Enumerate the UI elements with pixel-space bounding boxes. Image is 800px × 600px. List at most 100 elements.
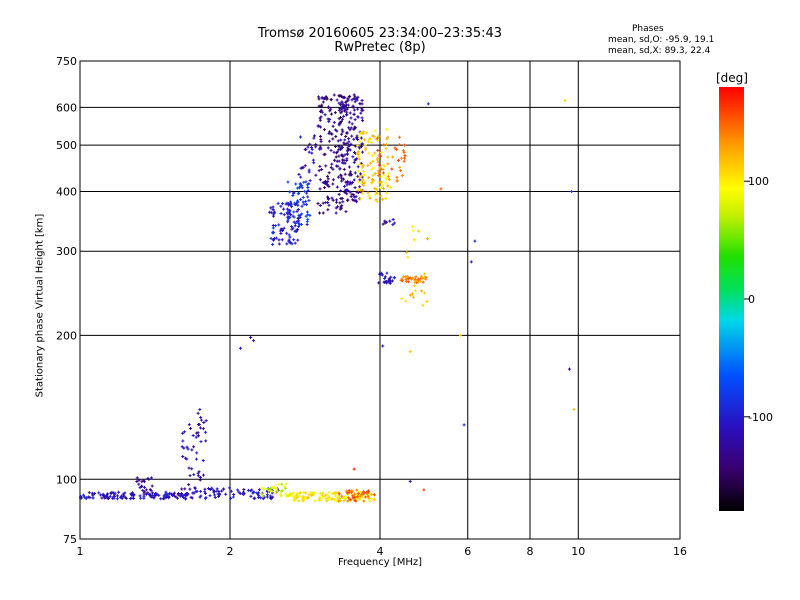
data-point bbox=[298, 216, 302, 220]
data-point bbox=[298, 222, 302, 226]
data-point bbox=[129, 493, 133, 497]
data-point bbox=[387, 178, 391, 182]
data-point bbox=[358, 490, 362, 494]
data-point bbox=[370, 493, 374, 497]
data-point bbox=[204, 496, 208, 500]
y-tick-label: 400 bbox=[56, 185, 77, 198]
data-point bbox=[190, 496, 194, 500]
data-point bbox=[373, 129, 377, 133]
data-point bbox=[380, 273, 384, 277]
data-point bbox=[271, 208, 275, 212]
data-point bbox=[320, 103, 324, 107]
data-point bbox=[292, 191, 296, 195]
data-point bbox=[386, 184, 390, 188]
data-point bbox=[346, 180, 350, 184]
data-point bbox=[368, 196, 372, 200]
data-point bbox=[332, 120, 336, 124]
data-point bbox=[337, 108, 341, 112]
data-point bbox=[350, 489, 354, 493]
data-point bbox=[383, 275, 387, 279]
data-point bbox=[269, 206, 273, 210]
data-point bbox=[344, 180, 348, 184]
data-point bbox=[99, 493, 103, 497]
data-point bbox=[357, 134, 361, 138]
data-point bbox=[379, 194, 383, 198]
data-point bbox=[358, 157, 362, 161]
data-point bbox=[361, 119, 365, 123]
data-point bbox=[321, 495, 325, 499]
data-point bbox=[342, 167, 346, 171]
data-point bbox=[289, 213, 293, 217]
data-point bbox=[301, 498, 305, 502]
data-point bbox=[232, 493, 236, 497]
data-point bbox=[352, 137, 356, 141]
data-point bbox=[271, 231, 275, 235]
data-point bbox=[353, 171, 357, 175]
data-point bbox=[361, 163, 365, 167]
data-point bbox=[326, 106, 330, 110]
data-point bbox=[339, 103, 343, 107]
data-point bbox=[270, 489, 274, 493]
data-point bbox=[353, 95, 357, 99]
data-point bbox=[306, 186, 310, 190]
data-point bbox=[352, 467, 356, 471]
data-point bbox=[326, 177, 330, 181]
x-tick-label: 8 bbox=[527, 545, 534, 558]
data-point bbox=[385, 127, 389, 131]
data-point bbox=[320, 110, 324, 114]
data-point bbox=[304, 200, 308, 204]
data-point bbox=[204, 439, 208, 443]
data-point bbox=[410, 225, 414, 229]
data-point bbox=[340, 128, 344, 132]
data-point bbox=[326, 174, 330, 178]
data-point bbox=[388, 186, 392, 190]
data-point bbox=[299, 135, 303, 139]
data-point bbox=[352, 108, 356, 112]
data-point bbox=[289, 204, 293, 208]
data-point bbox=[229, 496, 233, 500]
data-point bbox=[337, 154, 341, 158]
data-point bbox=[337, 101, 341, 105]
data-point bbox=[91, 496, 95, 500]
y-axis-label: Stationary phase Virtual Height [km] bbox=[34, 213, 46, 398]
data-point bbox=[358, 175, 362, 179]
data-point bbox=[324, 497, 328, 501]
data-point bbox=[313, 499, 317, 503]
data-point bbox=[260, 486, 264, 490]
data-point bbox=[399, 279, 403, 283]
data-point bbox=[370, 177, 374, 181]
colorbar-unit-label: [deg] bbox=[716, 71, 748, 85]
data-point bbox=[176, 491, 180, 495]
data-point bbox=[374, 193, 378, 197]
data-point bbox=[352, 178, 356, 182]
data-point bbox=[345, 141, 349, 145]
data-point bbox=[119, 495, 123, 499]
data-point bbox=[113, 491, 117, 495]
y-tick-label: 750 bbox=[56, 55, 77, 68]
data-point bbox=[183, 430, 187, 434]
data-point bbox=[570, 189, 574, 193]
data-point bbox=[247, 488, 251, 492]
data-point bbox=[369, 140, 373, 144]
data-point bbox=[381, 197, 385, 201]
data-point bbox=[375, 136, 379, 140]
data-point bbox=[332, 150, 336, 154]
data-point bbox=[343, 96, 347, 100]
data-point bbox=[295, 220, 299, 224]
data-point bbox=[339, 111, 343, 115]
data-point bbox=[346, 198, 350, 202]
data-point bbox=[384, 196, 388, 200]
x-axis-label: Frequency [MHz] bbox=[337, 557, 423, 568]
data-point bbox=[331, 124, 335, 128]
data-point bbox=[216, 492, 220, 496]
data-point bbox=[105, 492, 109, 496]
data-point bbox=[137, 478, 141, 482]
data-point bbox=[347, 95, 351, 99]
data-point bbox=[377, 169, 381, 173]
data-point bbox=[299, 213, 303, 217]
data-point bbox=[353, 492, 357, 496]
data-point bbox=[128, 497, 132, 501]
data-point bbox=[308, 213, 312, 217]
data-point bbox=[309, 490, 313, 494]
data-point bbox=[199, 418, 203, 422]
